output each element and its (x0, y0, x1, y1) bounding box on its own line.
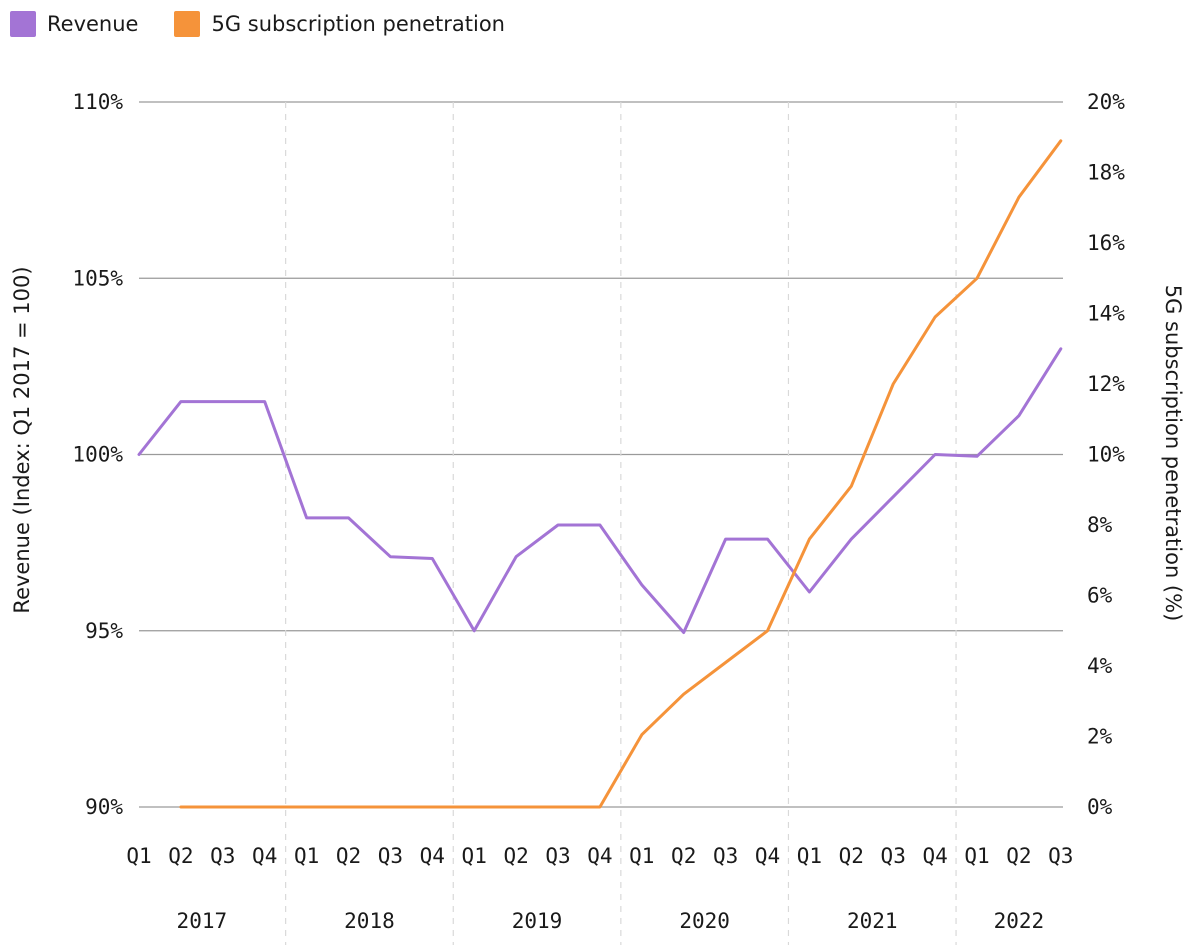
legend-label-penetration: 5G subscription penetration (211, 12, 505, 36)
y-right-tick-label: 12% (1087, 372, 1125, 396)
y-right-tick-label: 14% (1087, 302, 1125, 326)
x-tick-label-quarter: Q2 (168, 844, 193, 868)
x-tick-label-quarter: Q4 (922, 844, 947, 868)
x-tick-label-quarter: Q3 (545, 844, 570, 868)
legend: Revenue 5G subscription penetration (10, 11, 541, 37)
x-tick-label-quarter: Q3 (378, 844, 403, 868)
x-tick-label-quarter: Q4 (420, 844, 445, 868)
x-tick-label-quarter: Q4 (587, 844, 612, 868)
y-right-tick-label: 16% (1087, 231, 1125, 255)
y-right-tick-label: 8% (1087, 513, 1113, 537)
x-tick-label-year: 2019 (512, 909, 563, 933)
series-lines (137, 139, 1063, 809)
grid (139, 101, 1063, 945)
y-right-tick-label: 0% (1087, 795, 1113, 819)
y-left-tick-label: 95% (85, 619, 123, 643)
x-tick-label-year: 2018 (344, 909, 395, 933)
x-tick-label-quarter: Q3 (210, 844, 235, 868)
y-right-tick-label: 6% (1087, 584, 1113, 608)
x-tick-label-quarter: Q3 (881, 844, 906, 868)
y-right-tick-label: 4% (1087, 654, 1113, 678)
x-tick-label-quarter: Q2 (839, 844, 864, 868)
x-tick-label-quarter: Q2 (671, 844, 696, 868)
x-tick-label-quarter: Q1 (126, 844, 151, 868)
y-axis-left-title: Revenue (Index: Q1 2017 = 100) (10, 266, 34, 613)
y-left-tick-label: 100% (72, 443, 123, 467)
left-axis-ticks: 90% 95% 100% 105% 110% (72, 90, 123, 819)
y-left-tick-label: 110% (72, 90, 123, 114)
x-tick-label-year: 2021 (847, 909, 898, 933)
y-right-tick-label: 20% (1087, 90, 1125, 114)
legend-swatch-revenue (10, 11, 36, 37)
x-tick-label-year: 2020 (679, 909, 730, 933)
x-tick-label-quarter: Q1 (797, 844, 822, 868)
x-tick-label-quarter: Q4 (252, 844, 277, 868)
x-tick-label-quarter: Q3 (713, 844, 738, 868)
x-tick-label-year: 2022 (994, 909, 1045, 933)
x-tick-label-quarter: Q2 (336, 844, 361, 868)
x-tick-label-quarter: Q2 (503, 844, 528, 868)
x-tick-label-quarter: Q3 (1048, 844, 1073, 868)
x-tick-label-year: 2017 (177, 909, 228, 933)
x-axis-ticks: Q1 Q2 Q3 Q4 Q1 Q2 Q3 Q4 Q1 Q2 Q3 Q4 Q1 Q2 Q3 Q4 Q1 Q2 Q3 Q4… (126, 844, 1073, 933)
legend-label-revenue: Revenue (47, 12, 139, 36)
y-right-tick-label: 10% (1087, 443, 1125, 467)
right-axis-ticks: 0% 2% 4% 6% 8% 10% 12% 14% 16% 18% 20% (1087, 90, 1125, 819)
x-tick-label-quarter: Q1 (462, 844, 487, 868)
y-right-tick-label: 2% (1087, 725, 1113, 749)
y-left-tick-label: 90% (85, 795, 123, 819)
legend-item-revenue[interactable]: Revenue (10, 11, 138, 37)
y-right-tick-label: 18% (1087, 161, 1125, 185)
x-tick-label-quarter: Q4 (755, 844, 780, 868)
series-line-penetration (179, 139, 1063, 809)
x-tick-label-quarter: Q1 (294, 844, 319, 868)
y-left-tick-label: 105% (72, 266, 123, 290)
legend-swatch-penetration (174, 11, 201, 37)
series-line-revenue (137, 347, 1063, 634)
legend-item-penetration[interactable]: 5G subscription penetration (174, 11, 505, 37)
y-axis-right-title: 5G subscription penetration (%) (1161, 285, 1185, 622)
x-tick-label-quarter: Q1 (964, 844, 989, 868)
x-tick-label-quarter: Q2 (1006, 844, 1031, 868)
x-tick-label-quarter: Q1 (629, 844, 654, 868)
